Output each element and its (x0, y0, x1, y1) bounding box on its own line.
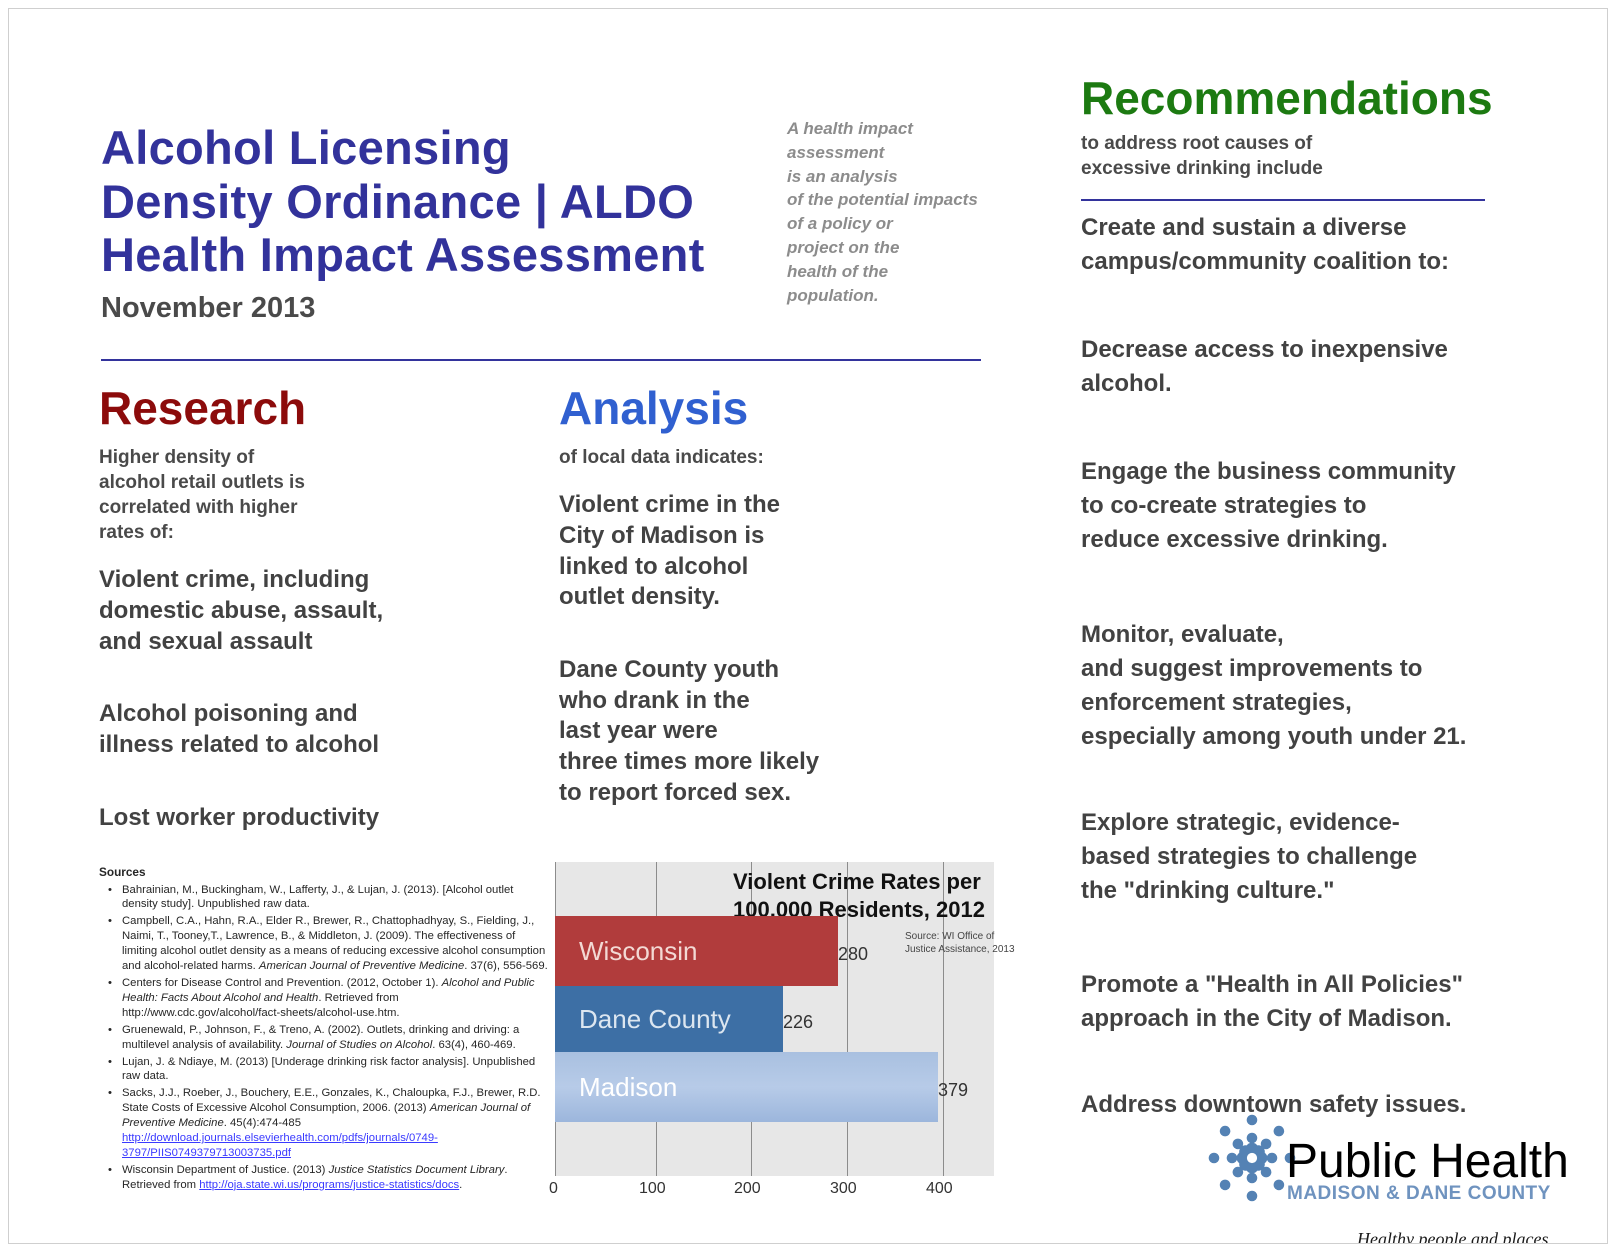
svg-text:MADISON & DANE COUNTY: MADISON & DANE COUNTY (1287, 1183, 1551, 1204)
svg-text:Public Health: Public Health (1286, 1135, 1569, 1188)
